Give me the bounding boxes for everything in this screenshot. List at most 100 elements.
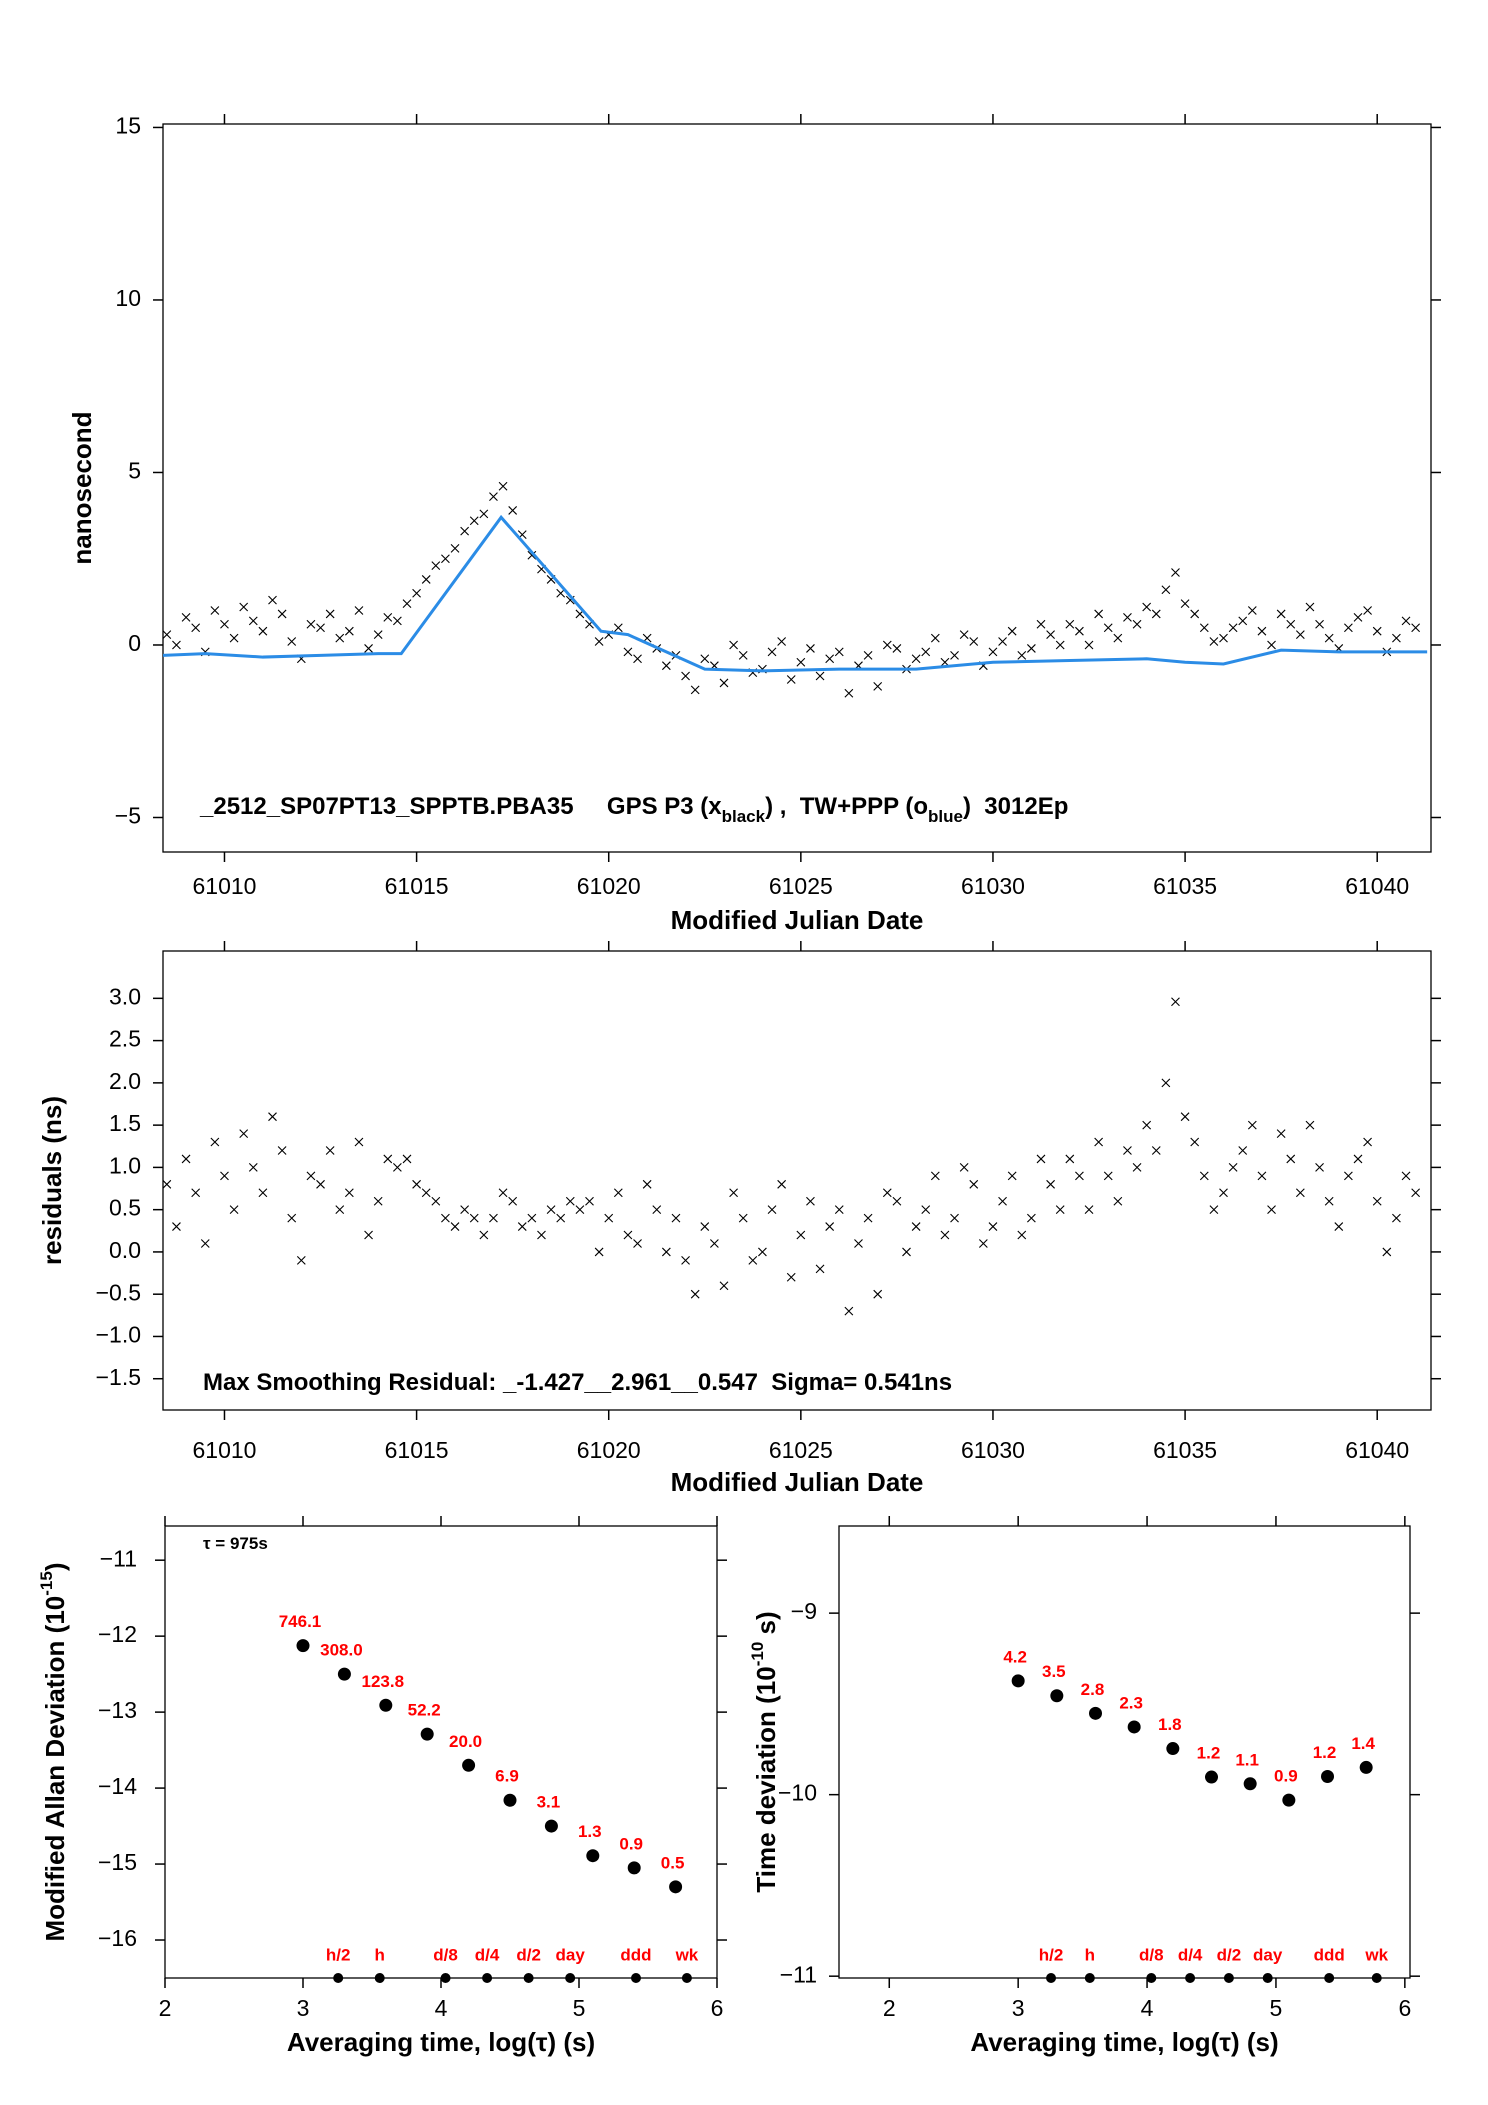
scatter-point bbox=[296, 1255, 306, 1265]
scatter-point bbox=[556, 588, 566, 598]
x-tick-label: 2 bbox=[159, 1995, 172, 2021]
scatter-point bbox=[1055, 640, 1065, 650]
y-axis-title-part: -15 bbox=[37, 1571, 56, 1596]
period-label: d/8 bbox=[433, 1945, 458, 1964]
scatter-point bbox=[709, 1239, 719, 1248]
scatter-point bbox=[1372, 1196, 1382, 1206]
scatter-point bbox=[921, 647, 931, 657]
scatter-point bbox=[268, 1112, 277, 1122]
scatter-point bbox=[700, 1222, 710, 1231]
point-label: 0.9 bbox=[1274, 1767, 1298, 1786]
annotation: τ = 975s bbox=[203, 1534, 268, 1553]
y-tick-label: 2.0 bbox=[109, 1068, 141, 1094]
scatter-point bbox=[316, 1179, 325, 1189]
y-axis-title-part: residuals (ns) bbox=[37, 1096, 67, 1265]
scatter-point bbox=[825, 654, 835, 664]
plot-frame bbox=[164, 1525, 718, 1979]
y-axis-title: Modified Allan Deviation (10-15) bbox=[37, 1563, 70, 1942]
scatter-point bbox=[412, 588, 421, 598]
scatter-point bbox=[1046, 1179, 1055, 1189]
scatter-point bbox=[873, 1289, 883, 1299]
scatter-point bbox=[1103, 623, 1113, 633]
period-label: wk bbox=[1364, 1945, 1388, 1964]
annotation-part: _2512_SP07PT13_SPPTB.PBA35 GPS P3 (x bbox=[199, 793, 722, 820]
period-marker bbox=[1046, 1973, 1057, 1983]
scatter-point bbox=[421, 575, 431, 584]
scatter-point bbox=[1315, 619, 1324, 629]
annotation-part: τ = 975s bbox=[203, 1534, 268, 1553]
scatter-point bbox=[469, 516, 479, 526]
x-tick-label: 6 bbox=[711, 1995, 724, 2021]
scatter-point bbox=[1142, 602, 1152, 612]
deviation-point bbox=[1282, 1793, 1296, 1807]
plot-frame bbox=[162, 950, 1432, 1411]
scatter-point bbox=[1228, 623, 1238, 633]
scatter-point bbox=[450, 1222, 460, 1231]
period-marker bbox=[333, 1973, 344, 1983]
scatter-point bbox=[1007, 626, 1017, 636]
scatter-point bbox=[1123, 612, 1132, 622]
x-tick-label: 61020 bbox=[577, 873, 641, 899]
deviation-point bbox=[503, 1793, 517, 1807]
scatter-point bbox=[1219, 633, 1228, 643]
scatter-point bbox=[181, 612, 191, 622]
scatter-point bbox=[882, 640, 892, 650]
scatter-point bbox=[1276, 1129, 1286, 1138]
scatter-point bbox=[738, 650, 748, 660]
x-tick-label: 61035 bbox=[1153, 873, 1217, 899]
scatter-point bbox=[162, 630, 172, 640]
scatter-point bbox=[1411, 1188, 1421, 1198]
period-label: day bbox=[1253, 1945, 1283, 1964]
x-tick-label: 2 bbox=[883, 1995, 896, 2021]
scatter-point bbox=[1027, 644, 1036, 653]
annotation: _2512_SP07PT13_SPPTB.PBA35 GPS P3 (xblac… bbox=[199, 793, 1068, 826]
deviation-point bbox=[1011, 1674, 1025, 1688]
deviation-point bbox=[627, 1861, 641, 1875]
scatter-point bbox=[950, 650, 959, 660]
scatter-point bbox=[392, 1163, 402, 1172]
scatter-point bbox=[892, 1196, 902, 1206]
scatter-point bbox=[1190, 609, 1200, 619]
deviation-point bbox=[1205, 1770, 1219, 1784]
scatter-point bbox=[1113, 633, 1123, 643]
scatter-point bbox=[1267, 1205, 1276, 1215]
scatter-point bbox=[1372, 626, 1382, 636]
scatter-point bbox=[191, 1188, 201, 1198]
scatter-point bbox=[700, 654, 710, 664]
scatter-point bbox=[806, 1196, 815, 1206]
x-tick-label: 61015 bbox=[385, 1437, 449, 1463]
scatter-point bbox=[1295, 630, 1305, 640]
scatter-point bbox=[690, 1289, 700, 1299]
scatter-point bbox=[1286, 1154, 1296, 1164]
period-marker bbox=[1371, 1973, 1382, 1983]
deviation-point bbox=[462, 1758, 476, 1772]
point-label: 3.5 bbox=[1042, 1662, 1066, 1681]
scatter-point bbox=[517, 1222, 527, 1231]
point-label: 308.0 bbox=[320, 1641, 363, 1660]
scatter-point bbox=[998, 637, 1007, 646]
y-tick-label: 1.5 bbox=[109, 1110, 141, 1136]
y-tick-label: 15 bbox=[115, 113, 141, 139]
y-axis-title-part: Modified Allan Deviation (10 bbox=[40, 1596, 70, 1942]
point-label: 746.1 bbox=[279, 1612, 322, 1631]
scatter-point bbox=[796, 657, 806, 667]
point-label: 0.9 bbox=[619, 1834, 643, 1853]
scatter-point bbox=[921, 1205, 931, 1215]
scatter-point bbox=[623, 647, 633, 657]
x-tick-label: 61015 bbox=[385, 873, 449, 899]
scatter-point bbox=[229, 1205, 239, 1215]
scatter-point bbox=[441, 554, 450, 564]
scatter-point bbox=[1324, 633, 1334, 643]
y-tick-label: 2.5 bbox=[109, 1026, 141, 1052]
x-tick-label: 4 bbox=[435, 1995, 448, 2021]
panel: 61010 61015 61020 61025 61030 61035 61040 −5 0 5 1… bbox=[67, 113, 1441, 935]
scatter-point bbox=[220, 1171, 229, 1181]
x-axis-title: Modified Julian Date bbox=[671, 1467, 924, 1497]
scatter-point bbox=[508, 506, 518, 515]
annotation-part: blue bbox=[928, 807, 963, 826]
scatter-point bbox=[402, 1154, 412, 1164]
scatter-point bbox=[498, 481, 508, 491]
scatter-point bbox=[1228, 1163, 1238, 1172]
scatter-point bbox=[460, 526, 470, 536]
annotation-part: ) 3012Ep bbox=[963, 793, 1068, 820]
